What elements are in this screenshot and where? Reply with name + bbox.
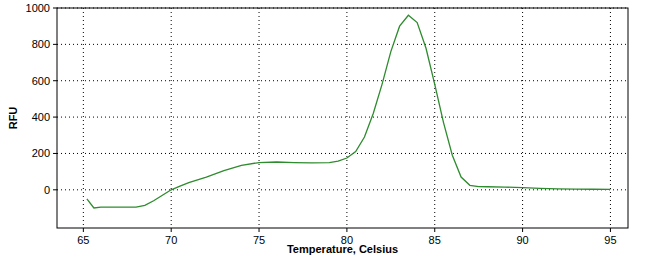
tick: [53, 8, 57, 9]
chart: 6570758085909502004006008001000Temperatu…: [0, 0, 653, 260]
grid-line: [346, 8, 347, 228]
tick: [171, 228, 172, 232]
grid-line: [57, 44, 628, 45]
tick-label: 800: [32, 38, 50, 50]
tick-label: 90: [516, 234, 528, 246]
grid-line: [57, 117, 628, 118]
grid-line: [434, 8, 435, 228]
grid-line: [610, 8, 611, 228]
tick-label: 0: [44, 184, 50, 196]
grid-line: [522, 8, 523, 228]
tick: [434, 228, 435, 232]
tick-label: 75: [253, 234, 265, 246]
grid-line: [83, 8, 84, 228]
grid-line: [57, 153, 628, 154]
tick-label: 600: [32, 75, 50, 87]
tick-label: 70: [165, 234, 177, 246]
tick-label: 400: [32, 111, 50, 123]
y-axis-label: RFU: [7, 107, 19, 130]
grid-line: [171, 8, 172, 228]
tick: [53, 189, 57, 190]
x-axis-label: Temperature, Celsius: [287, 243, 398, 255]
tick-label: 65: [77, 234, 89, 246]
tick: [522, 228, 523, 232]
tick-label: 1000: [26, 2, 50, 14]
grid-line: [259, 8, 260, 228]
grid-line: [57, 189, 628, 190]
grid-line: [57, 80, 628, 81]
tick: [83, 228, 84, 232]
tick: [346, 228, 347, 232]
tick: [53, 44, 57, 45]
series-group: [87, 15, 611, 208]
tick-label: 200: [32, 147, 50, 159]
tick: [259, 228, 260, 232]
tick-label: 95: [604, 234, 616, 246]
tick: [53, 117, 57, 118]
plot-frame: [57, 8, 628, 228]
tick: [53, 153, 57, 154]
tick-label: 85: [429, 234, 441, 246]
tick: [610, 228, 611, 232]
tick: [53, 80, 57, 81]
line: [87, 15, 611, 208]
